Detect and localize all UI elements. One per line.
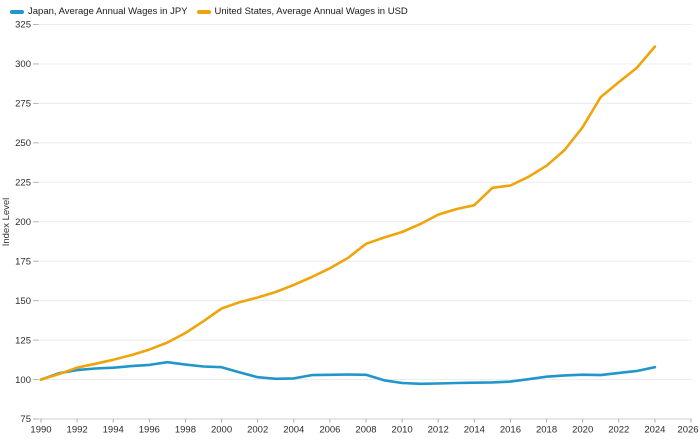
x-axis-tick-label: 2014 (464, 425, 485, 436)
x-axis-tick-label: 2004 (283, 425, 304, 436)
japan-series-swatch (10, 10, 24, 14)
x-axis-tick-label: 1990 (30, 425, 51, 436)
x-axis-tick-label: 2012 (428, 425, 449, 436)
x-axis-tick-label: 2020 (572, 425, 593, 436)
x-axis-tick-label: 2008 (355, 425, 376, 436)
y-axis-tick-label: 150 (15, 296, 31, 307)
x-axis-tick-label: 2024 (644, 425, 665, 436)
y-axis-tick-label: 100 (15, 375, 31, 386)
x-axis-tick-label: 2018 (536, 425, 557, 436)
legend-label-japan: Japan, Average Annual Wages in JPY (28, 6, 188, 17)
axis-layer: 75 100 125 150 175 200 225 250 275 300 325 1990 1992… (15, 20, 698, 436)
x-axis-tick-label: 2002 (247, 425, 268, 436)
y-axis-tick-label: 275 (15, 99, 31, 110)
y-axis-title: Index Level (1, 198, 12, 247)
series-line-japan[interactable] (39, 360, 657, 386)
series-line-us[interactable] (39, 45, 657, 381)
y-axis-tick-label: 300 (15, 59, 31, 70)
grid-layer (36, 24, 692, 420)
series-layer (39, 45, 657, 386)
chart-legend: Japan, Average Annual Wages in JPY Unite… (10, 7, 408, 17)
x-axis-tick-label: 2016 (500, 425, 521, 436)
y-axis-tick-label: 175 (15, 256, 31, 267)
us-series-swatch (196, 10, 211, 14)
legend-item-united-states[interactable]: United States, Average Annual Wages in U… (196, 6, 408, 17)
x-axis-tick-label: 1992 (67, 425, 88, 436)
y-axis-tick-label: 325 (15, 20, 31, 31)
y-axis-tick-label: 200 (15, 217, 31, 228)
y-axis-tick-label: 75 (20, 414, 31, 425)
y-axis-tick-label: 250 (15, 138, 31, 149)
x-axis-tick-label: 1994 (103, 425, 124, 436)
legend-label-united-states: United States, Average Annual Wages in U… (214, 6, 408, 17)
legend-item-japan[interactable]: Japan, Average Annual Wages in JPY (10, 7, 188, 17)
x-axis-tick-label: 1998 (175, 425, 196, 436)
x-axis-tick-label: 2000 (211, 425, 232, 436)
y-axis-tick-label: 125 (15, 335, 31, 346)
x-axis-tick-label: 2022 (608, 425, 629, 436)
x-axis-tick-label: 2010 (392, 425, 413, 436)
x-axis-tick-label: 2026 (677, 425, 698, 436)
x-axis-tick-label: 2006 (319, 425, 340, 436)
x-axis-tick-label: 1996 (139, 425, 160, 436)
y-axis-tick-label: 225 (15, 178, 31, 189)
